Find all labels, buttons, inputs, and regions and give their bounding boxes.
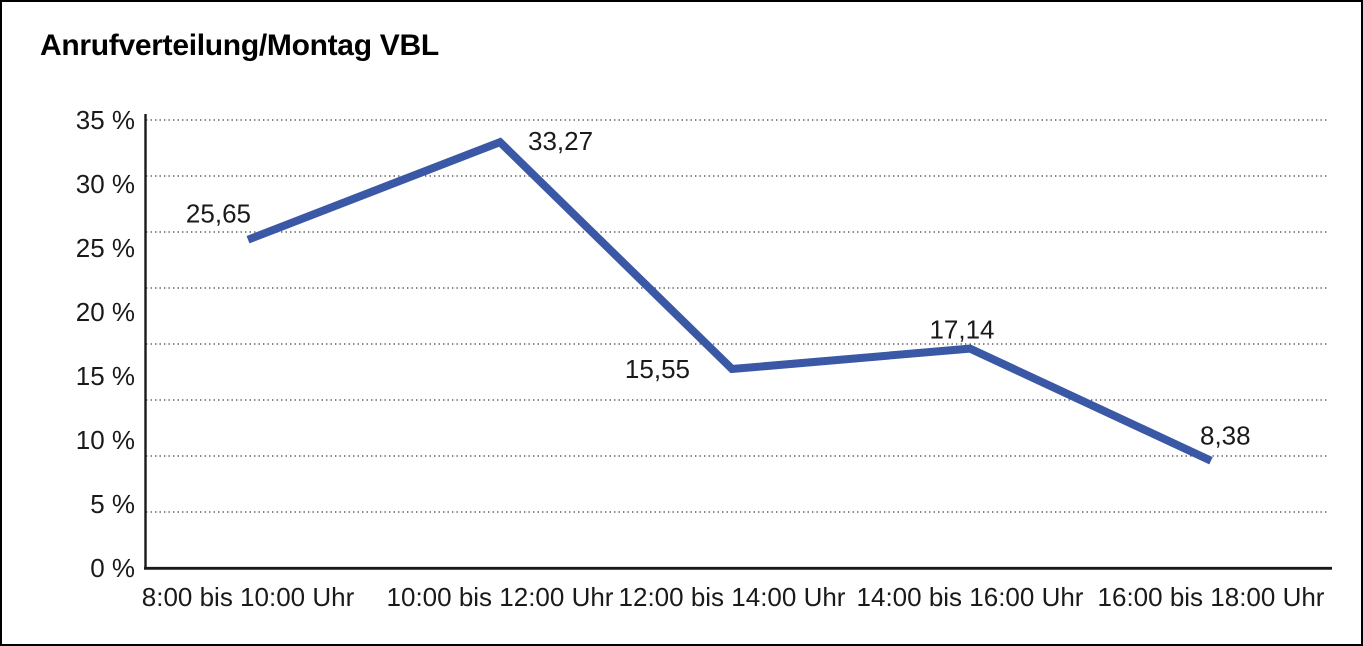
data-label: 15,55: [625, 354, 690, 384]
x-tick-label: 10:00 bis 12:00 Uhr: [387, 582, 614, 612]
data-label: 33,27: [528, 126, 593, 156]
y-tick-label: 35 %: [76, 105, 135, 135]
data-label: 8,38: [1200, 421, 1251, 451]
y-tick-label: 10 %: [76, 425, 135, 455]
y-tick-label: 25 %: [76, 233, 135, 263]
x-tick-label: 16:00 bis 18:00 Uhr: [1098, 582, 1325, 612]
data-label: 17,14: [929, 315, 994, 345]
y-tick-label: 5 %: [90, 489, 135, 519]
y-tick-label: 0 %: [90, 553, 135, 583]
data-label: 25,65: [186, 199, 251, 229]
x-tick-label: 8:00 bis 10:00 Uhr: [142, 582, 355, 612]
y-tick-label: 30 %: [76, 169, 135, 199]
y-tick-label: 20 %: [76, 297, 135, 327]
chart-title: Anrufverteilung/Montag VBL: [40, 29, 439, 62]
x-tick-label: 12:00 bis 14:00 Uhr: [619, 582, 846, 612]
series-line: [246, 137, 1213, 465]
x-tick-label: 14:00 bis 16:00 Uhr: [857, 582, 1084, 612]
y-tick-label: 15 %: [76, 361, 135, 391]
